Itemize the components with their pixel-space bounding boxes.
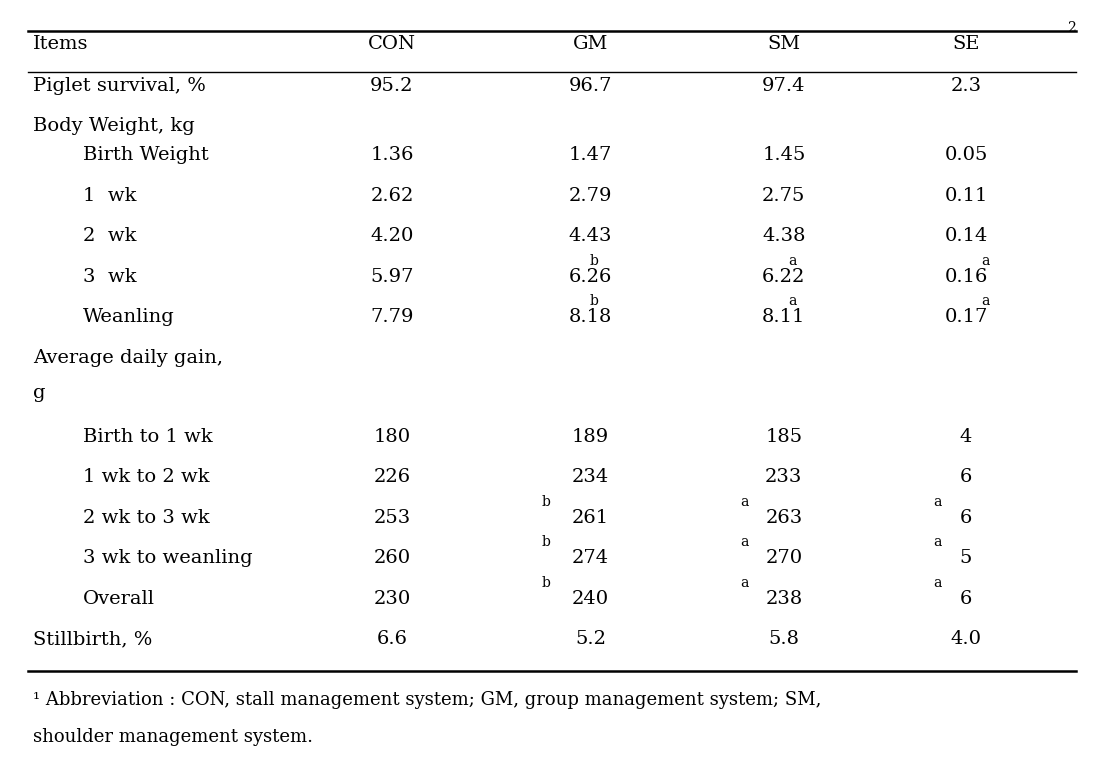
Text: g: g: [33, 384, 45, 402]
Text: 261: 261: [572, 509, 609, 527]
Text: 6.22: 6.22: [762, 268, 806, 286]
Text: a: a: [740, 576, 749, 590]
Text: 8.11: 8.11: [762, 308, 806, 326]
Text: Body Weight, kg: Body Weight, kg: [33, 117, 195, 135]
Text: a: a: [981, 294, 989, 308]
Text: 5.2: 5.2: [575, 630, 606, 648]
Text: Average daily gain,: Average daily gain,: [33, 349, 223, 366]
Text: 2.62: 2.62: [370, 187, 414, 205]
Text: 189: 189: [572, 428, 609, 446]
Text: 97.4: 97.4: [762, 77, 806, 95]
Text: Stillbirth, %: Stillbirth, %: [33, 630, 152, 648]
Text: 6.26: 6.26: [569, 268, 613, 286]
Text: a: a: [933, 495, 942, 509]
Text: Piglet survival, %: Piglet survival, %: [33, 77, 206, 95]
Text: 1  wk: 1 wk: [83, 187, 136, 205]
Text: SE: SE: [953, 35, 979, 53]
Text: 253: 253: [373, 509, 411, 527]
Text: a: a: [933, 576, 942, 590]
Text: 2.75: 2.75: [762, 187, 806, 205]
Text: 8.18: 8.18: [569, 308, 613, 326]
Text: a: a: [788, 254, 796, 268]
Text: 274: 274: [572, 549, 609, 567]
Text: 5.8: 5.8: [768, 630, 799, 648]
Text: shoulder management system.: shoulder management system.: [33, 728, 314, 746]
Text: SM: SM: [767, 35, 800, 53]
Text: 226: 226: [373, 468, 411, 486]
Text: Birth Weight: Birth Weight: [83, 146, 209, 164]
Text: 4: 4: [959, 428, 973, 446]
Text: 0.17: 0.17: [944, 308, 988, 326]
Text: 240: 240: [572, 590, 609, 608]
Text: 1 wk to 2 wk: 1 wk to 2 wk: [83, 468, 210, 486]
Text: 185: 185: [765, 428, 803, 446]
Text: Items: Items: [33, 35, 88, 53]
Text: 3  wk: 3 wk: [83, 268, 137, 286]
Text: 233: 233: [765, 468, 803, 486]
Text: Overall: Overall: [83, 590, 155, 608]
Text: 180: 180: [373, 428, 411, 446]
Text: 0.16: 0.16: [944, 268, 988, 286]
Text: 4.0: 4.0: [951, 630, 981, 648]
Text: 1.36: 1.36: [370, 146, 414, 164]
Text: ¹ Abbreviation : CON, stall management system; GM, group management system; SM,: ¹ Abbreviation : CON, stall management s…: [33, 691, 821, 709]
Text: 1.45: 1.45: [762, 146, 806, 164]
Text: a: a: [740, 495, 749, 509]
Text: 6: 6: [959, 509, 973, 527]
Text: Weanling: Weanling: [83, 308, 174, 326]
Text: 1.47: 1.47: [569, 146, 613, 164]
Text: 6: 6: [959, 468, 973, 486]
Text: b: b: [541, 495, 550, 509]
Text: b: b: [541, 535, 550, 549]
Text: a: a: [788, 294, 796, 308]
Text: 263: 263: [765, 509, 803, 527]
Text: 2  wk: 2 wk: [83, 227, 136, 245]
Text: 7.79: 7.79: [370, 308, 414, 326]
Text: GM: GM: [573, 35, 608, 53]
Text: 238: 238: [765, 590, 803, 608]
Text: 234: 234: [572, 468, 609, 486]
Text: b: b: [590, 294, 598, 308]
Text: a: a: [933, 535, 942, 549]
Text: a: a: [740, 535, 749, 549]
Text: 6.6: 6.6: [376, 630, 407, 648]
Text: 230: 230: [373, 590, 411, 608]
Text: 3 wk to weanling: 3 wk to weanling: [83, 549, 253, 567]
Text: 2 wk to 3 wk: 2 wk to 3 wk: [83, 509, 210, 527]
Text: a: a: [981, 254, 989, 268]
Text: 96.7: 96.7: [569, 77, 613, 95]
Text: 270: 270: [765, 549, 803, 567]
Text: 260: 260: [373, 549, 411, 567]
Text: 2: 2: [1068, 21, 1076, 35]
Text: 5.97: 5.97: [370, 268, 414, 286]
Text: 4.20: 4.20: [370, 227, 414, 245]
Text: 0.05: 0.05: [944, 146, 988, 164]
Text: 6: 6: [959, 590, 973, 608]
Text: CON: CON: [368, 35, 416, 53]
Text: 5: 5: [959, 549, 973, 567]
Text: 95.2: 95.2: [370, 77, 414, 95]
Text: 0.11: 0.11: [944, 187, 988, 205]
Text: b: b: [590, 254, 598, 268]
Text: 2.79: 2.79: [569, 187, 613, 205]
Text: b: b: [541, 576, 550, 590]
Text: Birth to 1 wk: Birth to 1 wk: [83, 428, 213, 446]
Text: 2.3: 2.3: [951, 77, 981, 95]
Text: 4.43: 4.43: [569, 227, 613, 245]
Text: 0.14: 0.14: [944, 227, 988, 245]
Text: 4.38: 4.38: [762, 227, 806, 245]
